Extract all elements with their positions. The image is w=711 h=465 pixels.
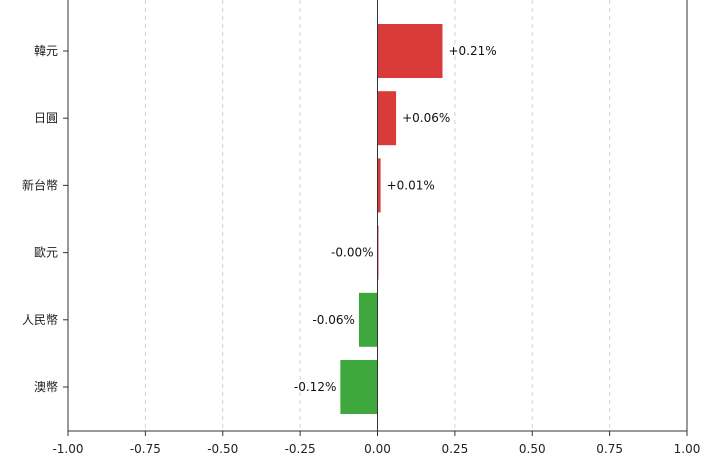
category-label: 日圓: [34, 111, 58, 125]
x-tick-label: 0.00: [364, 442, 391, 456]
data-label: -0.00%: [331, 246, 373, 260]
data-label: -0.06%: [312, 313, 354, 327]
bars-group: [340, 24, 443, 414]
data-label: +0.21%: [448, 44, 496, 58]
x-tick-label: 0.75: [596, 442, 623, 456]
category-label: 人民幣: [22, 313, 58, 327]
data-label: +0.01%: [387, 178, 435, 192]
x-tick-label: -0.75: [130, 442, 161, 456]
x-tick-label: -0.50: [207, 442, 238, 456]
x-axis-ticks: -1.00 -0.75 -0.50 -0.25 0.00 0.25 0.50 0.75 1.00: [52, 431, 700, 456]
bar: [377, 24, 443, 78]
x-tick-label: 1.00: [674, 442, 701, 456]
category-label: 澳幣: [34, 380, 58, 394]
bar: [377, 91, 397, 146]
data-labels: +0.21% +0.06% +0.01% -0.00% -0.06% -0.12%: [294, 44, 497, 394]
category-label: 韓元: [34, 44, 58, 58]
x-tick-label: 0.50: [519, 442, 546, 456]
x-tick-label: 0.25: [442, 442, 469, 456]
bar: [377, 158, 381, 213]
category-label: 新台幣: [22, 177, 58, 192]
x-tick-label: -0.25: [285, 442, 316, 456]
x-tick-label: -1.00: [52, 442, 83, 456]
bar: [358, 292, 378, 347]
category-label: 歐元: [34, 245, 58, 260]
bar: [340, 360, 378, 414]
data-label: +0.06%: [402, 111, 450, 125]
data-label: -0.12%: [294, 380, 336, 394]
